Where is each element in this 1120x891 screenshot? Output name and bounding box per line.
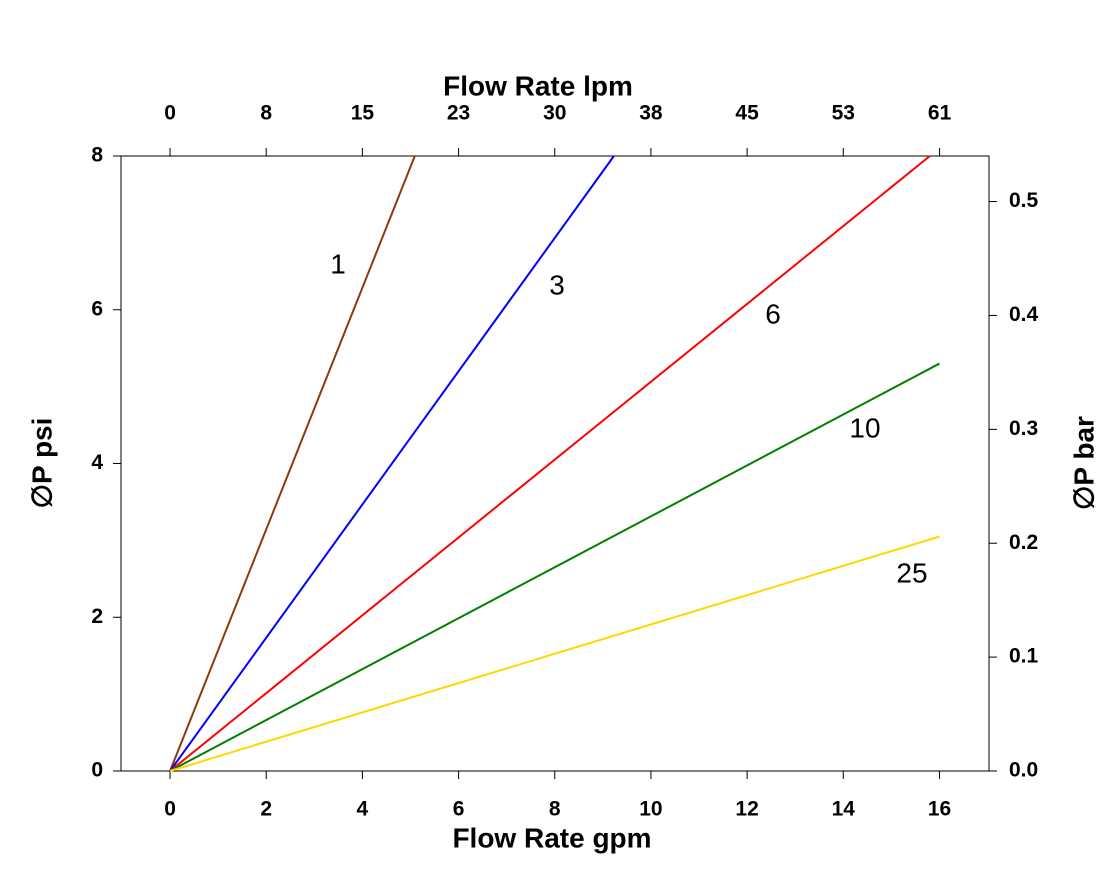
x2-axis-title: Flow Rate lpm (443, 70, 633, 101)
x2-tick-label: 0 (164, 102, 176, 125)
x2-tick-label: 23 (447, 102, 470, 125)
x-tick-label: 2 (260, 798, 272, 821)
y-tick-label: 6 (91, 297, 103, 320)
x2-tick-label: 45 (735, 102, 759, 125)
series-label: 10 (849, 412, 880, 443)
series-label: 25 (896, 557, 927, 588)
series-line (169, 155, 931, 772)
series-line (169, 155, 416, 772)
x-tick-label: 8 (549, 798, 561, 821)
series-label: 6 (765, 298, 781, 329)
y-axis-title: ∅P psi (26, 418, 57, 509)
x-tick-label: 6 (453, 798, 465, 821)
series-label: 3 (549, 269, 565, 300)
x2-tick-label: 61 (928, 102, 952, 125)
y-tick-label: 4 (91, 451, 103, 474)
x-tick-label: 14 (832, 798, 856, 821)
x2-tick-label: 15 (351, 102, 375, 125)
y2-tick-label: 0.1 (1009, 645, 1039, 668)
x2-tick-label: 8 (260, 102, 272, 125)
y2-tick-label: 0.0 (1009, 759, 1038, 782)
series-line (169, 155, 615, 772)
x2-tick-label: 30 (543, 102, 566, 125)
y-tick-label: 8 (91, 144, 103, 167)
x-tick-label: 16 (928, 798, 951, 821)
y-tick-label: 0 (91, 759, 103, 782)
series-line (169, 535, 940, 772)
y2-tick-label: 0.4 (1009, 303, 1039, 326)
y2-tick-label: 0.3 (1009, 417, 1038, 440)
x2-tick-label: 53 (832, 102, 855, 125)
plot-frame (120, 155, 990, 772)
x2-tick-label: 38 (639, 102, 663, 125)
x-tick-label: 4 (357, 798, 369, 821)
x-axis-title: Flow Rate gpm (452, 822, 651, 853)
y2-axis-title: ∅P bar (1068, 416, 1099, 510)
series-line (169, 362, 940, 772)
x-tick-label: 10 (639, 798, 662, 821)
y-tick-label: 2 (91, 605, 103, 628)
y2-tick-label: 0.5 (1009, 189, 1039, 212)
x-tick-label: 12 (735, 798, 758, 821)
series-label: 1 (330, 248, 346, 279)
x-tick-label: 0 (164, 798, 176, 821)
y2-tick-label: 0.2 (1009, 531, 1038, 554)
